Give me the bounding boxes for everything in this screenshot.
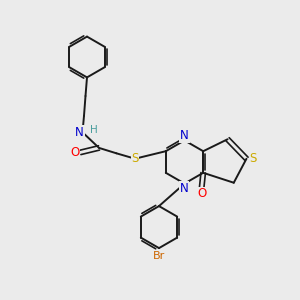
Text: H: H (90, 125, 98, 135)
Text: S: S (131, 152, 139, 165)
Text: O: O (197, 187, 206, 200)
Text: S: S (249, 152, 257, 165)
Text: Br: Br (153, 250, 165, 261)
Text: N: N (179, 182, 188, 195)
Text: O: O (70, 146, 80, 159)
Text: N: N (180, 129, 189, 142)
Text: N: N (75, 126, 84, 139)
